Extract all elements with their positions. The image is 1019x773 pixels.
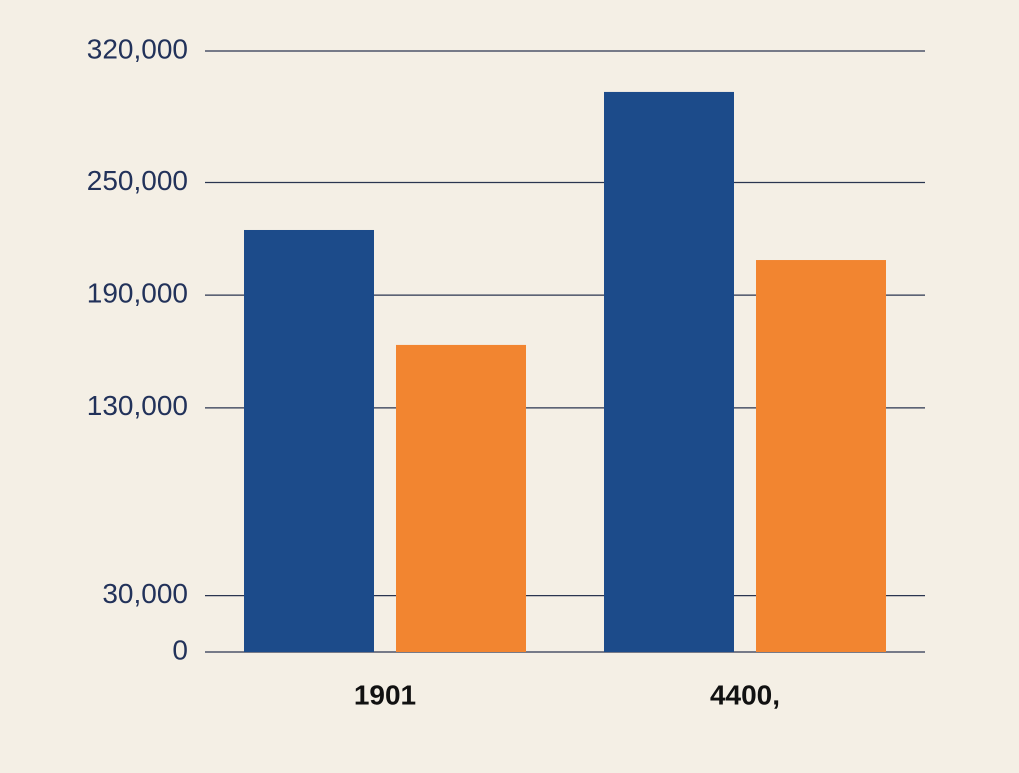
x-tick-label: 1901	[354, 679, 416, 710]
bar	[756, 260, 886, 652]
y-tick-label: 320,000	[87, 33, 188, 64]
y-tick-label: 30,000	[102, 578, 188, 609]
y-tick-label: 130,000	[87, 390, 188, 421]
bar	[396, 344, 526, 652]
y-tick-label: 250,000	[87, 165, 188, 196]
x-tick-label: 4400,	[710, 679, 780, 710]
y-tick-label: 190,000	[87, 278, 188, 309]
bar	[244, 229, 374, 653]
y-tick-label: 0	[172, 634, 188, 665]
bar	[604, 91, 734, 653]
